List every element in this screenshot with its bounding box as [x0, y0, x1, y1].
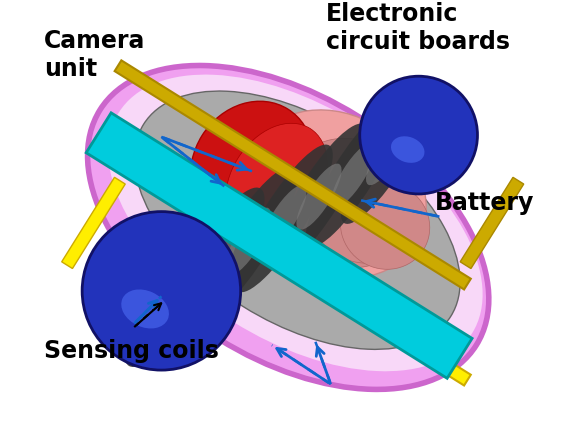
Polygon shape	[460, 177, 524, 268]
Text: Sensing coils: Sensing coils	[44, 339, 219, 363]
Ellipse shape	[153, 254, 201, 324]
Ellipse shape	[309, 161, 415, 263]
Ellipse shape	[161, 187, 264, 342]
Ellipse shape	[296, 163, 342, 230]
Ellipse shape	[197, 166, 298, 318]
Ellipse shape	[190, 101, 314, 232]
Polygon shape	[115, 156, 471, 385]
Ellipse shape	[331, 142, 376, 207]
Ellipse shape	[224, 208, 271, 276]
Ellipse shape	[306, 103, 401, 247]
Polygon shape	[115, 60, 471, 289]
Ellipse shape	[270, 124, 368, 270]
Ellipse shape	[341, 82, 435, 224]
Ellipse shape	[368, 126, 393, 148]
Ellipse shape	[360, 76, 477, 194]
Ellipse shape	[369, 97, 455, 183]
Text: Electronic
circuit boards: Electronic circuit boards	[326, 2, 510, 54]
Ellipse shape	[244, 110, 426, 278]
Ellipse shape	[366, 121, 409, 185]
Ellipse shape	[121, 289, 169, 328]
Ellipse shape	[88, 66, 489, 389]
Ellipse shape	[108, 74, 483, 371]
Ellipse shape	[82, 212, 241, 370]
Polygon shape	[61, 177, 125, 268]
Ellipse shape	[135, 91, 460, 350]
Text: Battery: Battery	[435, 191, 534, 215]
Ellipse shape	[391, 136, 425, 163]
Text: Camera
unit: Camera unit	[44, 29, 145, 81]
Ellipse shape	[234, 144, 333, 292]
Ellipse shape	[124, 211, 229, 367]
Ellipse shape	[261, 185, 307, 252]
Ellipse shape	[189, 229, 237, 299]
Ellipse shape	[340, 182, 430, 269]
Ellipse shape	[282, 138, 415, 268]
Polygon shape	[86, 113, 472, 378]
Ellipse shape	[226, 123, 328, 241]
